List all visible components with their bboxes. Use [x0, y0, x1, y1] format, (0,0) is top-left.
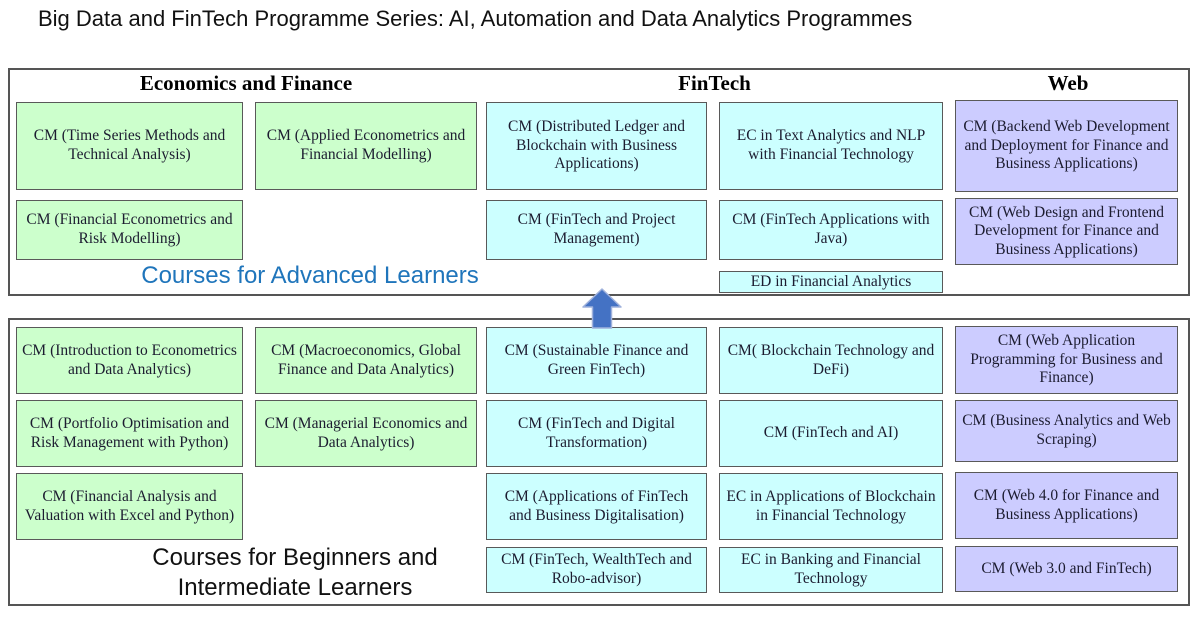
course-advanced-fintech-1: CM (Distributed Ledger and Blockchain wi… — [486, 102, 707, 190]
page-title: Big Data and FinTech Programme Series: A… — [38, 6, 913, 31]
course-beginner-econ-4: CM (Managerial Economics and Data Analyt… — [255, 400, 477, 467]
column-header-web: Web — [1047, 71, 1089, 95]
course-beginner-econ-1: CM (Introduction to Econometrics and Dat… — [16, 327, 243, 394]
beginner-learners-label: Courses for Beginners and Intermediate L… — [115, 543, 475, 603]
course-advanced-web-1: CM (Backend Web Development and Deployme… — [955, 100, 1178, 192]
course-advanced-web-2: CM (Web Design and Frontend Development … — [955, 198, 1178, 265]
course-advanced-econ-1: CM (Time Series Methods and Technical An… — [16, 102, 243, 190]
column-header-economics-finance: Economics and Finance — [139, 71, 353, 95]
course-beginner-fintech-2: CM( Blockchain Technology and DeFi) — [719, 327, 943, 394]
advanced-learners-label: Courses for Advanced Learners — [141, 262, 479, 289]
course-beginner-fintech-7: CM (FinTech, WealthTech and Robo-advisor… — [486, 547, 707, 593]
course-beginner-fintech-3: CM (FinTech and Digital Transformation) — [486, 400, 707, 467]
course-beginner-econ-5: CM (Financial Analysis and Valuation wit… — [16, 473, 243, 540]
course-beginner-web-2: CM (Business Analytics and Web Scraping) — [955, 400, 1178, 462]
course-beginner-web-4: CM (Web 3.0 and FinTech) — [955, 546, 1178, 592]
course-advanced-fintech-4: CM (FinTech Applications with Java) — [719, 200, 943, 260]
course-beginner-fintech-4: CM (FinTech and AI) — [719, 400, 943, 467]
course-beginner-econ-2: CM (Macroeconomics, Global Finance and D… — [255, 327, 477, 394]
up-arrow-icon — [582, 288, 622, 329]
course-advanced-fintech-5: ED in Financial Analytics — [719, 271, 943, 293]
beginner-label-line2: Intermediate Learners — [177, 574, 413, 601]
beginner-label-line1: Courses for Beginners and — [152, 544, 438, 571]
course-beginner-web-3: CM (Web 4.0 for Finance and Business App… — [955, 472, 1178, 539]
course-beginner-web-1: CM (Web Application Programming for Busi… — [955, 326, 1178, 394]
course-beginner-fintech-6: EC in Applications of Blockchain in Fina… — [719, 473, 943, 540]
course-advanced-econ-3: CM (Financial Econometrics and Risk Mode… — [16, 200, 243, 260]
column-header-fintech: FinTech — [678, 71, 751, 95]
course-beginner-econ-3: CM (Portfolio Optimisation and Risk Mana… — [16, 400, 243, 467]
course-beginner-fintech-1: CM (Sustainable Finance and Green FinTec… — [486, 327, 707, 394]
course-advanced-fintech-2: EC in Text Analytics and NLP with Financ… — [719, 102, 943, 190]
course-advanced-econ-2: CM (Applied Econometrics and Financial M… — [255, 102, 477, 190]
course-advanced-fintech-3: CM (FinTech and Project Management) — [486, 200, 707, 260]
course-beginner-fintech-5: CM (Applications of FinTech and Business… — [486, 473, 707, 540]
course-beginner-fintech-8: EC in Banking and Financial Technology — [719, 547, 943, 593]
